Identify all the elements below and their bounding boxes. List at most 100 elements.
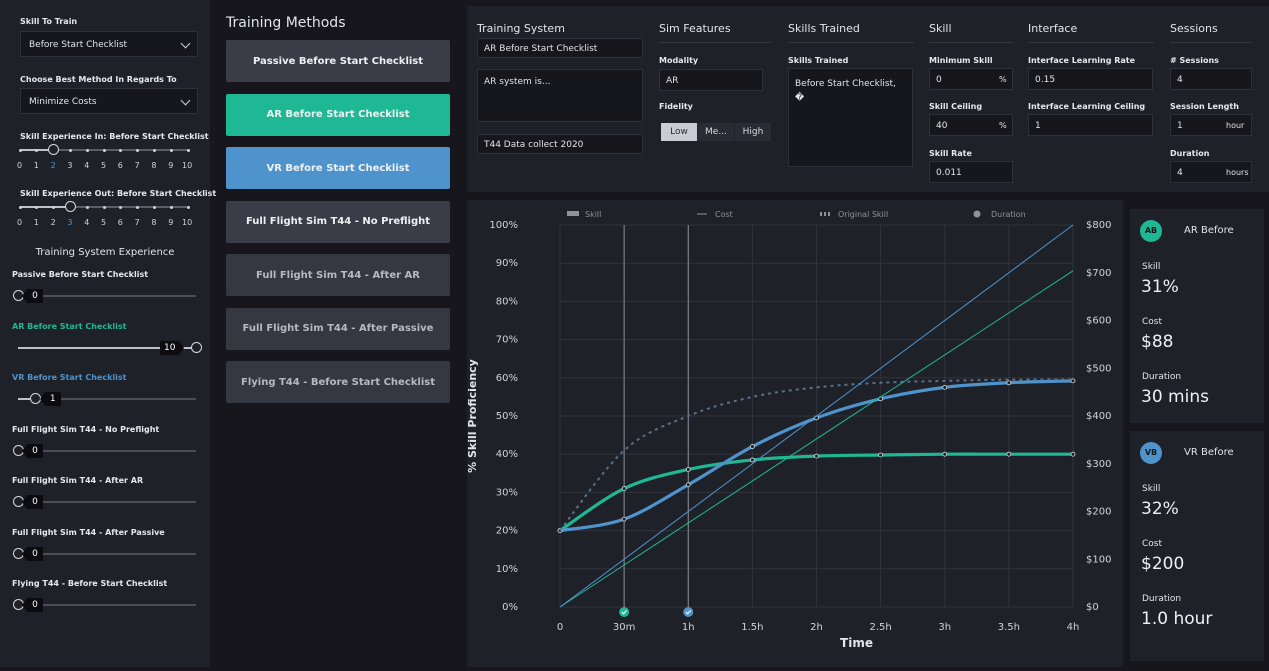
y-tick-label: 30%	[496, 487, 518, 498]
x-tick-label: 2.5h	[870, 622, 892, 633]
slider-tick-dot	[68, 148, 72, 152]
session-length-input[interactable]: 1	[1170, 114, 1252, 136]
y-tick-label: 80%	[496, 296, 518, 307]
best-method-select[interactable]: Minimize Costs	[20, 88, 198, 114]
exp-out-label: Skill Experience Out: Before Start Check…	[20, 189, 217, 198]
fidelity-low-button[interactable]: Low	[661, 123, 697, 141]
interface-rate-input[interactable]: 0.15	[1028, 68, 1153, 90]
training-system-name-input[interactable]: AR Before Start Checklist	[477, 38, 643, 58]
card-avatar: AB	[1140, 220, 1162, 242]
series-point	[1070, 451, 1076, 457]
slider-tick-label: 2	[50, 161, 56, 170]
slider-tick-label: 8	[151, 161, 157, 170]
slider-tick-label: 0	[17, 218, 23, 227]
legend-label: Original Skill	[838, 210, 888, 219]
duration-marker-dot	[683, 607, 694, 617]
series-point	[685, 467, 691, 472]
legend-skill-swatch	[567, 211, 579, 216]
slider-tick-dot	[136, 148, 140, 152]
y-tick-label: 40%	[496, 449, 518, 460]
slider-tick-dot	[85, 148, 89, 152]
min-skill-unit: %	[999, 75, 1007, 84]
slider-handle[interactable]	[48, 144, 60, 155]
y-tick-label: 60%	[496, 373, 518, 384]
tse-slider-track[interactable]	[18, 295, 196, 297]
training-system-description[interactable]: AR system is...	[477, 69, 643, 122]
method-passive-button[interactable]: Passive Before Start Checklist	[226, 40, 450, 82]
y2-tick-label: $100	[1086, 554, 1111, 565]
tse-slider-track[interactable]	[18, 398, 196, 400]
sim-features-header: Sim Features	[659, 22, 731, 35]
slider-tick-dot	[35, 205, 39, 209]
slider-tick-dot	[152, 148, 156, 152]
duration-input[interactable]: 4	[1170, 161, 1252, 183]
skill-to-train-label: Skill To Train	[20, 17, 78, 26]
tse-slider-track[interactable]	[18, 604, 196, 606]
method-ffs-after-passive-button[interactable]: Full Flight Sim T44 - After Passive	[226, 307, 450, 350]
fidelity-high-button[interactable]: High	[735, 123, 771, 141]
skill-header: Skill	[929, 22, 952, 35]
duration-marker-dot	[619, 607, 630, 617]
slider-tick-dot	[169, 148, 173, 152]
tse-slider-track[interactable]	[18, 501, 196, 503]
method-flying-button[interactable]: Flying T44 - Before Start Checklist	[226, 361, 450, 403]
method-ar-button[interactable]: AR Before Start Checklist	[226, 93, 450, 136]
card-duration-label: Duration	[1142, 372, 1182, 382]
tse-slider-track[interactable]	[18, 552, 196, 555]
slider-tick-dot	[102, 148, 106, 152]
tse-value-badge: 0	[22, 495, 43, 509]
slider-tick-label: 6	[117, 161, 123, 170]
tse-value-badge: 0	[22, 598, 43, 612]
tse-slider-track[interactable]	[18, 449, 196, 452]
slider-tick-dot	[102, 205, 106, 209]
slider-tick-dot	[18, 148, 22, 152]
card-skill-value: 32%	[1141, 499, 1179, 519]
legend-label: Duration	[991, 210, 1026, 219]
slider-tick-label: 10	[182, 218, 193, 227]
y-tick-label: 70%	[496, 335, 518, 346]
method-ffs-after-ar-button[interactable]: Full Flight Sim T44 - After AR	[226, 254, 450, 296]
min-skill-label: Minimum Skill	[929, 56, 993, 65]
sessions-count-input[interactable]: 4	[1170, 68, 1252, 90]
fidelity-label: Fidelity	[659, 102, 693, 111]
skill-to-train-select[interactable]: Before Start Checklist	[20, 31, 198, 57]
tse-slider-fill	[18, 346, 196, 349]
skill-ceiling-input[interactable]: 40	[929, 114, 1013, 136]
modality-label: Modality	[659, 56, 699, 65]
exp-out-slider[interactable]: 0 1 2 3 4 5 6 7 8 9 10	[0, 201, 210, 231]
slider-tick-dot	[52, 205, 56, 209]
chart-panel: 0% 10% 20% 30% 40% 50% 60% 70% 80% 90% 100% 0 30m 1h 1…	[466, 200, 1123, 667]
series-point	[942, 451, 948, 457]
tse-slider-handle[interactable]	[190, 341, 202, 353]
y2-tick-label: $200	[1086, 507, 1111, 518]
skill-rate-input[interactable]: 0.011	[929, 161, 1013, 183]
card-skill-value: 31%	[1141, 277, 1179, 297]
card-skill-label: Skill	[1142, 484, 1161, 494]
fidelity-medium-button[interactable]: Me...	[698, 123, 734, 141]
tse-item-label: AR Before Start Checklist	[12, 321, 127, 331]
session-length-value: 1	[1177, 121, 1183, 131]
left-panel: Skill To Train Before Start Checklist Ch…	[0, 0, 216, 667]
duration-value: 4	[1177, 168, 1183, 178]
training-system-header: Training System	[477, 22, 565, 35]
skills-trained-textarea[interactable]: Before Start Checklist, �	[788, 68, 913, 167]
exp-in-slider[interactable]: 0 1 2 3 4 5 6 7 8 9 10	[0, 144, 210, 174]
x-axis-label: Time	[840, 636, 873, 650]
slider-tick-label: 7	[134, 218, 140, 227]
y2-tick-label: $500	[1086, 363, 1111, 374]
min-skill-input[interactable]: 0	[929, 68, 1013, 90]
series-point	[621, 486, 627, 491]
modality-input[interactable]: AR	[659, 69, 763, 91]
slider-tick-dot	[35, 148, 39, 152]
series-point	[749, 457, 755, 463]
y2-tick-label: $0	[1086, 602, 1099, 613]
skills-trained-label: Skills Trained	[788, 56, 849, 65]
x-tick-label: 2h	[810, 622, 823, 633]
training-system-source-input[interactable]: T44 Data collect 2020	[477, 134, 643, 154]
interface-ceiling-input[interactable]: 1	[1028, 114, 1153, 136]
method-vr-button[interactable]: VR Before Start Checklist	[226, 147, 450, 189]
slider-handle[interactable]	[64, 201, 76, 212]
slider-tick-dot	[85, 205, 89, 209]
method-ffs-no-preflight-button[interactable]: Full Flight Sim T44 - No Preflight	[226, 200, 450, 243]
tse-item-label: Full Flight Sim T44 - No Preflight	[12, 424, 160, 434]
